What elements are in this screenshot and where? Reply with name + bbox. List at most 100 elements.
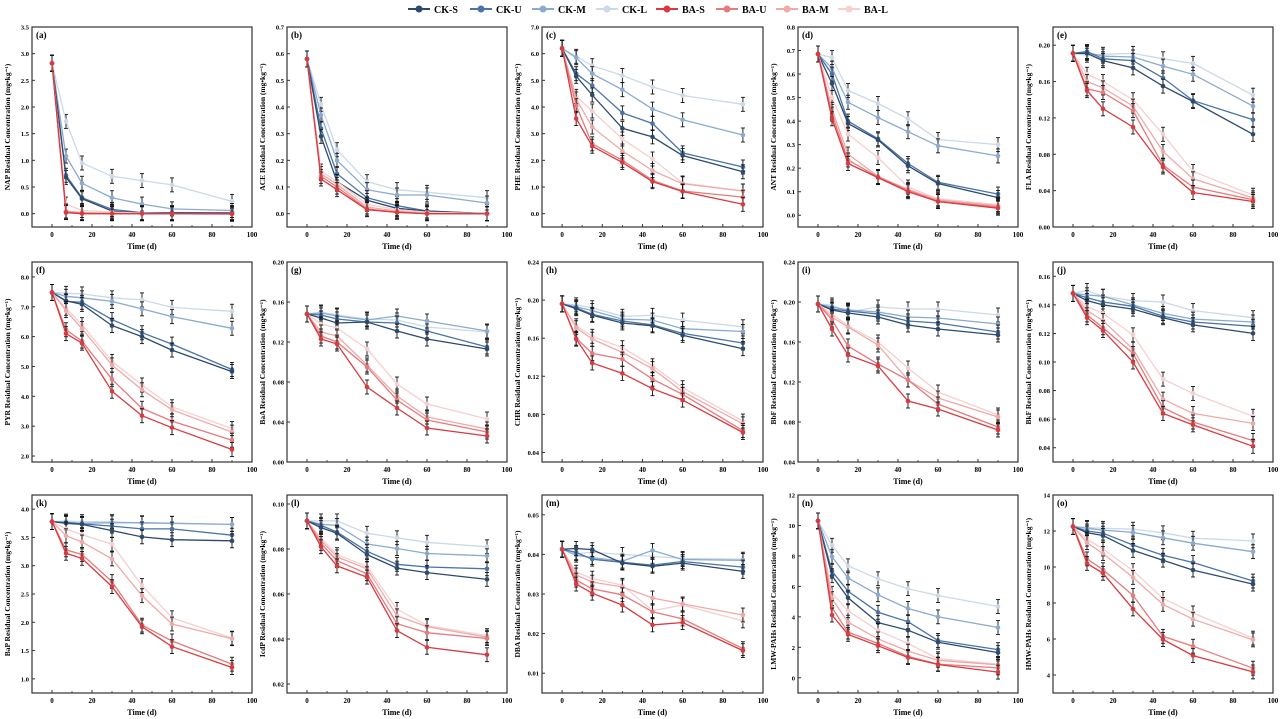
panel-label: (e) <box>1057 30 1067 40</box>
data-point <box>650 622 655 628</box>
x-tick-label: 0 <box>1071 466 1075 474</box>
data-point <box>1190 391 1196 396</box>
panel-h: 0 20 40 60 80 100 0.04 0.08 0.12 0.16 0.20 0.24 Time… <box>513 260 769 487</box>
y-tick-label: 4 <box>792 614 796 621</box>
data-point <box>573 55 579 60</box>
series-BA-S <box>304 50 490 222</box>
data-point <box>935 406 941 412</box>
data-point <box>1100 551 1106 556</box>
data-point <box>740 202 746 207</box>
x-tick-label: 40 <box>384 466 392 474</box>
y-tick-label: 0.16 <box>528 336 540 343</box>
data-point <box>1160 557 1166 563</box>
x-tick-label: 20 <box>344 231 352 239</box>
plot-frame <box>797 494 1019 694</box>
x-tick-label: 0 <box>1071 697 1075 705</box>
legend-marker <box>845 5 853 13</box>
data-point <box>620 320 625 326</box>
y-tick-label: 2.0 <box>21 454 29 461</box>
data-point <box>573 74 579 79</box>
y-tick-label: 0.04 <box>528 552 540 559</box>
data-point <box>63 153 69 159</box>
y-tick-label: 0.10 <box>1039 360 1050 367</box>
data-point <box>1250 581 1256 587</box>
series-BA-S <box>559 540 746 659</box>
data-point <box>109 211 115 216</box>
x-tick-label: 0 <box>50 466 54 474</box>
data-point <box>740 569 746 574</box>
data-point <box>1160 131 1166 137</box>
data-point <box>650 179 655 184</box>
y-tick-label: 6 <box>792 584 796 591</box>
x-tick-label: 100 <box>1013 231 1024 239</box>
data-point <box>229 665 235 670</box>
series-BA-S <box>815 45 1001 216</box>
panel-j: 0 20 40 60 80 100 0.04 0.06 0.08 0.10 0.12 0.14 0.16… <box>1024 261 1279 486</box>
x-tick-label: 20 <box>855 466 863 474</box>
data-point <box>1084 51 1090 56</box>
data-point <box>935 306 941 312</box>
x-tick-label: 80 <box>209 231 217 239</box>
y-tick-label: 1.5 <box>21 131 30 138</box>
y-tick-label: 0.3 <box>787 142 796 149</box>
y-tick-label: 0.16 <box>1039 274 1051 281</box>
x-tick-label: 80 <box>464 466 472 474</box>
panel-i: 0 20 40 60 80 100 0.04 0.08 0.12 0.16 0.20 0.24 Time… <box>769 260 1024 487</box>
x-tick-label: 40 <box>895 466 903 474</box>
data-point <box>935 662 941 667</box>
y-axis-label: ANT Residual Concentration (mg•kg⁻¹) <box>769 63 778 191</box>
data-point <box>1070 291 1076 296</box>
data-point <box>740 648 746 653</box>
data-point <box>845 575 851 581</box>
data-point <box>829 554 835 559</box>
data-point <box>1160 376 1166 382</box>
data-point <box>364 574 370 580</box>
data-point <box>394 405 400 411</box>
y-tick-label: 0.04 <box>784 460 796 467</box>
x-tick-label: 40 <box>639 466 647 474</box>
data-point <box>139 178 145 183</box>
data-point <box>935 181 941 186</box>
y-tick-label: 0.24 <box>528 260 540 267</box>
series-line <box>51 63 233 215</box>
data-point <box>1250 538 1256 544</box>
data-point <box>845 608 851 614</box>
data-point <box>169 537 175 542</box>
x-tick-label: 60 <box>679 231 687 239</box>
legend: CK-S CK-U CK-M CK-L BA-S BA-U BA-M BA-L <box>408 5 888 16</box>
data-point <box>875 342 881 348</box>
data-point <box>650 563 655 569</box>
plot-frame <box>1052 494 1274 694</box>
legend-label: BA-L <box>864 5 888 16</box>
data-point <box>1250 331 1256 336</box>
data-point <box>63 308 69 313</box>
legend-label: BA-U <box>742 5 766 16</box>
x-tick-label: 100 <box>758 231 769 239</box>
data-point <box>109 388 115 394</box>
data-point <box>845 161 851 166</box>
series-CK-S <box>559 295 746 357</box>
data-point <box>169 305 175 310</box>
data-point <box>1130 65 1136 71</box>
panel-k: 0 20 40 60 80 100 1.0 1.5 2.0 2.5 3.0 3.5 4.0 Time (d… <box>3 494 258 717</box>
data-point <box>875 643 881 649</box>
y-tick-label: 4.0 <box>531 105 539 112</box>
data-point <box>829 116 835 122</box>
data-point <box>229 437 235 443</box>
data-point <box>740 169 746 175</box>
x-tick-label: 80 <box>209 697 217 705</box>
legend-item: BA-L <box>838 5 888 16</box>
x-tick-label: 60 <box>169 466 177 474</box>
x-tick-label: 20 <box>1110 466 1118 474</box>
y-tick-label: 0.16 <box>784 340 796 347</box>
y-tick-label: 0.4 <box>787 119 796 126</box>
panel-label: (n) <box>802 498 813 508</box>
y-axis-label: CHR Residual Concentration (mg•kg⁻¹) <box>513 297 522 426</box>
y-tick-label: 0.1 <box>276 185 284 192</box>
data-point <box>905 322 911 328</box>
data-point <box>935 143 941 149</box>
series-line <box>817 53 999 157</box>
series-BA-S <box>304 512 490 663</box>
data-point <box>229 211 235 216</box>
data-point <box>1160 149 1166 154</box>
